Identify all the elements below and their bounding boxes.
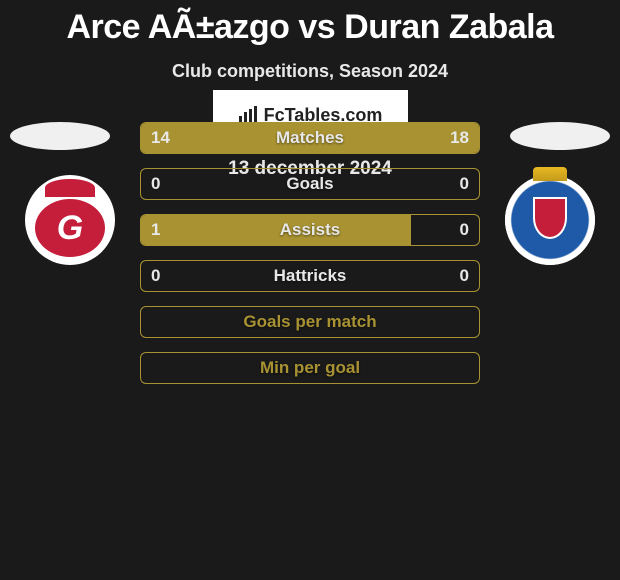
page-title: Arce AÃ±azgo vs Duran Zabala [0,0,620,47]
player-avatar-left [10,122,110,150]
stat-value-right: 0 [460,266,469,286]
stat-label: Goals [141,174,479,194]
stat-value-right: 0 [460,174,469,194]
player-avatar-right [510,122,610,150]
stats-container: 14 Matches 18 0 Goals 0 1 Assists 0 0 Ha… [140,122,480,398]
club-crest-right [505,175,595,265]
stat-label: Matches [141,128,479,148]
stat-row-gpm: Goals per match [140,306,480,338]
stat-row-mpg: Min per goal [140,352,480,384]
stat-row-hattricks: 0 Hattricks 0 [140,260,480,292]
stat-label: Hattricks [141,266,479,286]
stat-row-goals: 0 Goals 0 [140,168,480,200]
stat-value-right: 18 [450,128,469,148]
club-crest-left [25,175,115,265]
subtitle: Club competitions, Season 2024 [0,61,620,82]
stat-row-assists: 1 Assists 0 [140,214,480,246]
stat-label: Goals per match [141,312,479,332]
stat-value-right: 0 [460,220,469,240]
stat-row-matches: 14 Matches 18 [140,122,480,154]
stat-label: Min per goal [141,358,479,378]
stat-label: Assists [141,220,479,240]
